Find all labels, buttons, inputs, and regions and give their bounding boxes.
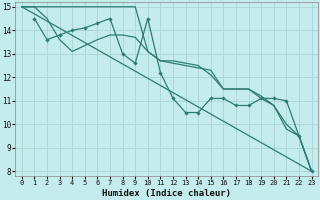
X-axis label: Humidex (Indice chaleur): Humidex (Indice chaleur) [102,189,231,198]
